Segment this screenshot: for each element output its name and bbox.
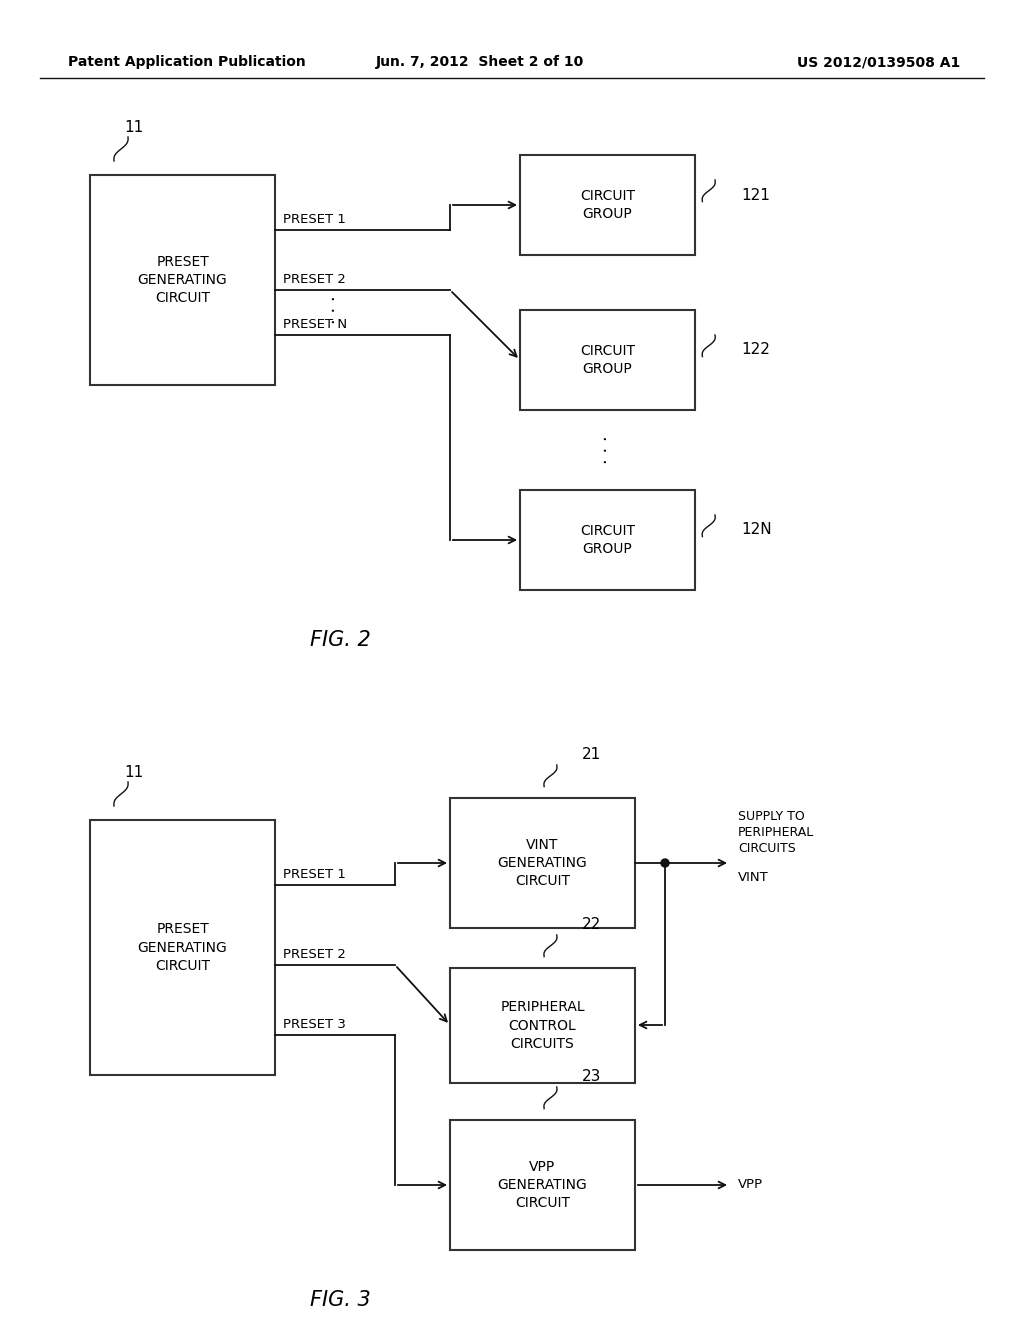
Text: PRESET N: PRESET N bbox=[283, 318, 347, 331]
Text: US 2012/0139508 A1: US 2012/0139508 A1 bbox=[797, 55, 961, 69]
Text: PRESET 1: PRESET 1 bbox=[283, 869, 346, 880]
Text: VPP
GENERATING
CIRCUIT: VPP GENERATING CIRCUIT bbox=[498, 1159, 588, 1210]
Text: Patent Application Publication: Patent Application Publication bbox=[68, 55, 306, 69]
Bar bbox=[450, 968, 635, 1082]
Text: CIRCUIT
GROUP: CIRCUIT GROUP bbox=[580, 343, 635, 376]
Text: VINT: VINT bbox=[738, 871, 769, 884]
Text: FIG. 3: FIG. 3 bbox=[309, 1290, 371, 1309]
Text: FIG. 2: FIG. 2 bbox=[309, 630, 371, 649]
Text: PRESET
GENERATING
CIRCUIT: PRESET GENERATING CIRCUIT bbox=[137, 255, 227, 305]
Text: VINT
GENERATING
CIRCUIT: VINT GENERATING CIRCUIT bbox=[498, 838, 588, 888]
Text: PRESET 2: PRESET 2 bbox=[283, 948, 346, 961]
Bar bbox=[450, 799, 635, 928]
Bar bbox=[520, 154, 695, 255]
Text: 23: 23 bbox=[582, 1069, 601, 1084]
Bar bbox=[90, 176, 275, 385]
Text: 12N: 12N bbox=[741, 523, 772, 537]
Text: Jun. 7, 2012  Sheet 2 of 10: Jun. 7, 2012 Sheet 2 of 10 bbox=[376, 55, 584, 69]
Text: PRESET 3: PRESET 3 bbox=[283, 1018, 346, 1031]
Text: · · ·: · · · bbox=[326, 296, 344, 325]
Text: 11: 11 bbox=[124, 120, 143, 135]
Text: · · ·: · · · bbox=[598, 436, 616, 465]
Bar bbox=[90, 820, 275, 1074]
Bar bbox=[520, 490, 695, 590]
Text: 121: 121 bbox=[741, 187, 770, 202]
Text: PRESET 2: PRESET 2 bbox=[283, 273, 346, 286]
Text: CIRCUIT
GROUP: CIRCUIT GROUP bbox=[580, 524, 635, 556]
Text: CIRCUIT
GROUP: CIRCUIT GROUP bbox=[580, 189, 635, 222]
Text: PRESET
GENERATING
CIRCUIT: PRESET GENERATING CIRCUIT bbox=[137, 923, 227, 973]
Text: 122: 122 bbox=[741, 342, 770, 358]
Circle shape bbox=[662, 859, 669, 867]
Text: SUPPLY TO
PERIPHERAL
CIRCUITS: SUPPLY TO PERIPHERAL CIRCUITS bbox=[738, 810, 814, 855]
Bar bbox=[450, 1119, 635, 1250]
Text: PERIPHERAL
CONTROL
CIRCUITS: PERIPHERAL CONTROL CIRCUITS bbox=[500, 1001, 585, 1051]
Text: VPP: VPP bbox=[738, 1179, 763, 1192]
Bar bbox=[520, 310, 695, 411]
Text: 22: 22 bbox=[582, 917, 601, 932]
Text: PRESET 1: PRESET 1 bbox=[283, 213, 346, 226]
Text: 11: 11 bbox=[124, 766, 143, 780]
Text: 21: 21 bbox=[582, 747, 601, 762]
